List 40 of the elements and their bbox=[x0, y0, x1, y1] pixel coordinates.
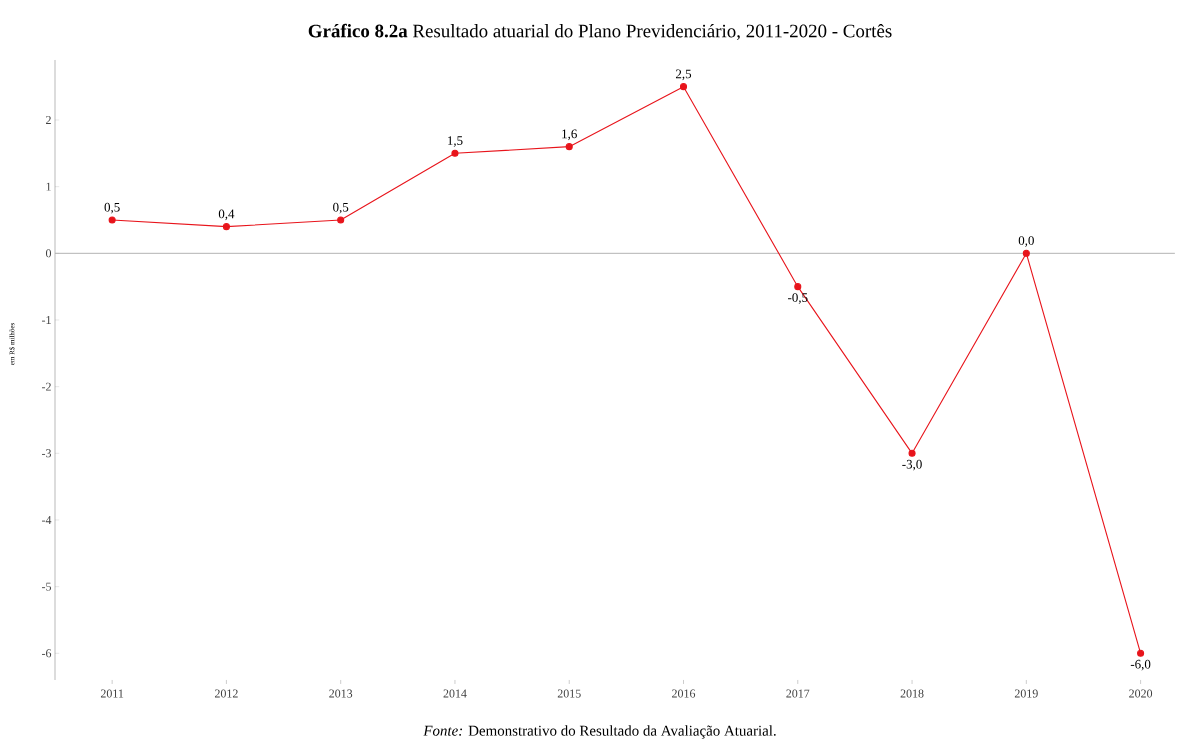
x-tick-label: 2014 bbox=[443, 689, 467, 698]
y-tick-label: -2 bbox=[41, 382, 51, 391]
point bbox=[451, 149, 459, 157]
x-tick-label: 2017 bbox=[786, 689, 810, 698]
point bbox=[1022, 249, 1030, 257]
data-label: 0,0 bbox=[1018, 236, 1034, 247]
point bbox=[1137, 649, 1145, 657]
x-tick-label: 2013 bbox=[329, 689, 353, 698]
data-label: 1,5 bbox=[448, 136, 463, 147]
x-tick-label: 2020 bbox=[1129, 689, 1153, 698]
y-tick-label: -3 bbox=[41, 449, 52, 458]
y-tick-label: 0 bbox=[45, 249, 52, 258]
x-tick-label: 2016 bbox=[672, 689, 696, 698]
x-tick-label: 2011 bbox=[100, 689, 124, 698]
data-label: -6,0 bbox=[1130, 659, 1151, 671]
point bbox=[679, 83, 688, 91]
data-label: 1,6 bbox=[562, 129, 577, 141]
data-label: -3,0 bbox=[902, 459, 922, 471]
data-label: 0,4 bbox=[218, 209, 235, 221]
chart-title: Gráfico 8.2a Resultado atuarial do Plano Previdenciário, 2011-2020 - Cortês bbox=[308, 23, 892, 41]
x-tick-label: 2018 bbox=[900, 689, 924, 698]
point bbox=[337, 216, 345, 224]
y-tick-label: 1 bbox=[46, 182, 51, 191]
data-label: 2,5 bbox=[675, 69, 692, 81]
data-label: 0,5 bbox=[104, 202, 120, 214]
point bbox=[222, 223, 230, 231]
point bbox=[908, 449, 916, 457]
y-tick-label: -6 bbox=[41, 649, 52, 658]
data-label: 0,5 bbox=[333, 202, 349, 214]
point bbox=[108, 216, 116, 224]
point bbox=[565, 143, 573, 151]
x-tick-label: 2019 bbox=[1014, 689, 1038, 698]
x-tick-label: 2015 bbox=[557, 689, 581, 698]
y-tick-label: -5 bbox=[41, 582, 52, 591]
y-tick-label: 2 bbox=[46, 116, 51, 124]
x-tick-label: 2012 bbox=[214, 689, 238, 698]
point bbox=[794, 283, 802, 291]
y-tick-label: -4 bbox=[41, 516, 52, 524]
text: Fonte: Demonstrativo do Resultado da Avaliação Atuarial. bbox=[423, 725, 776, 739]
y-tick-label: -1 bbox=[41, 316, 51, 324]
